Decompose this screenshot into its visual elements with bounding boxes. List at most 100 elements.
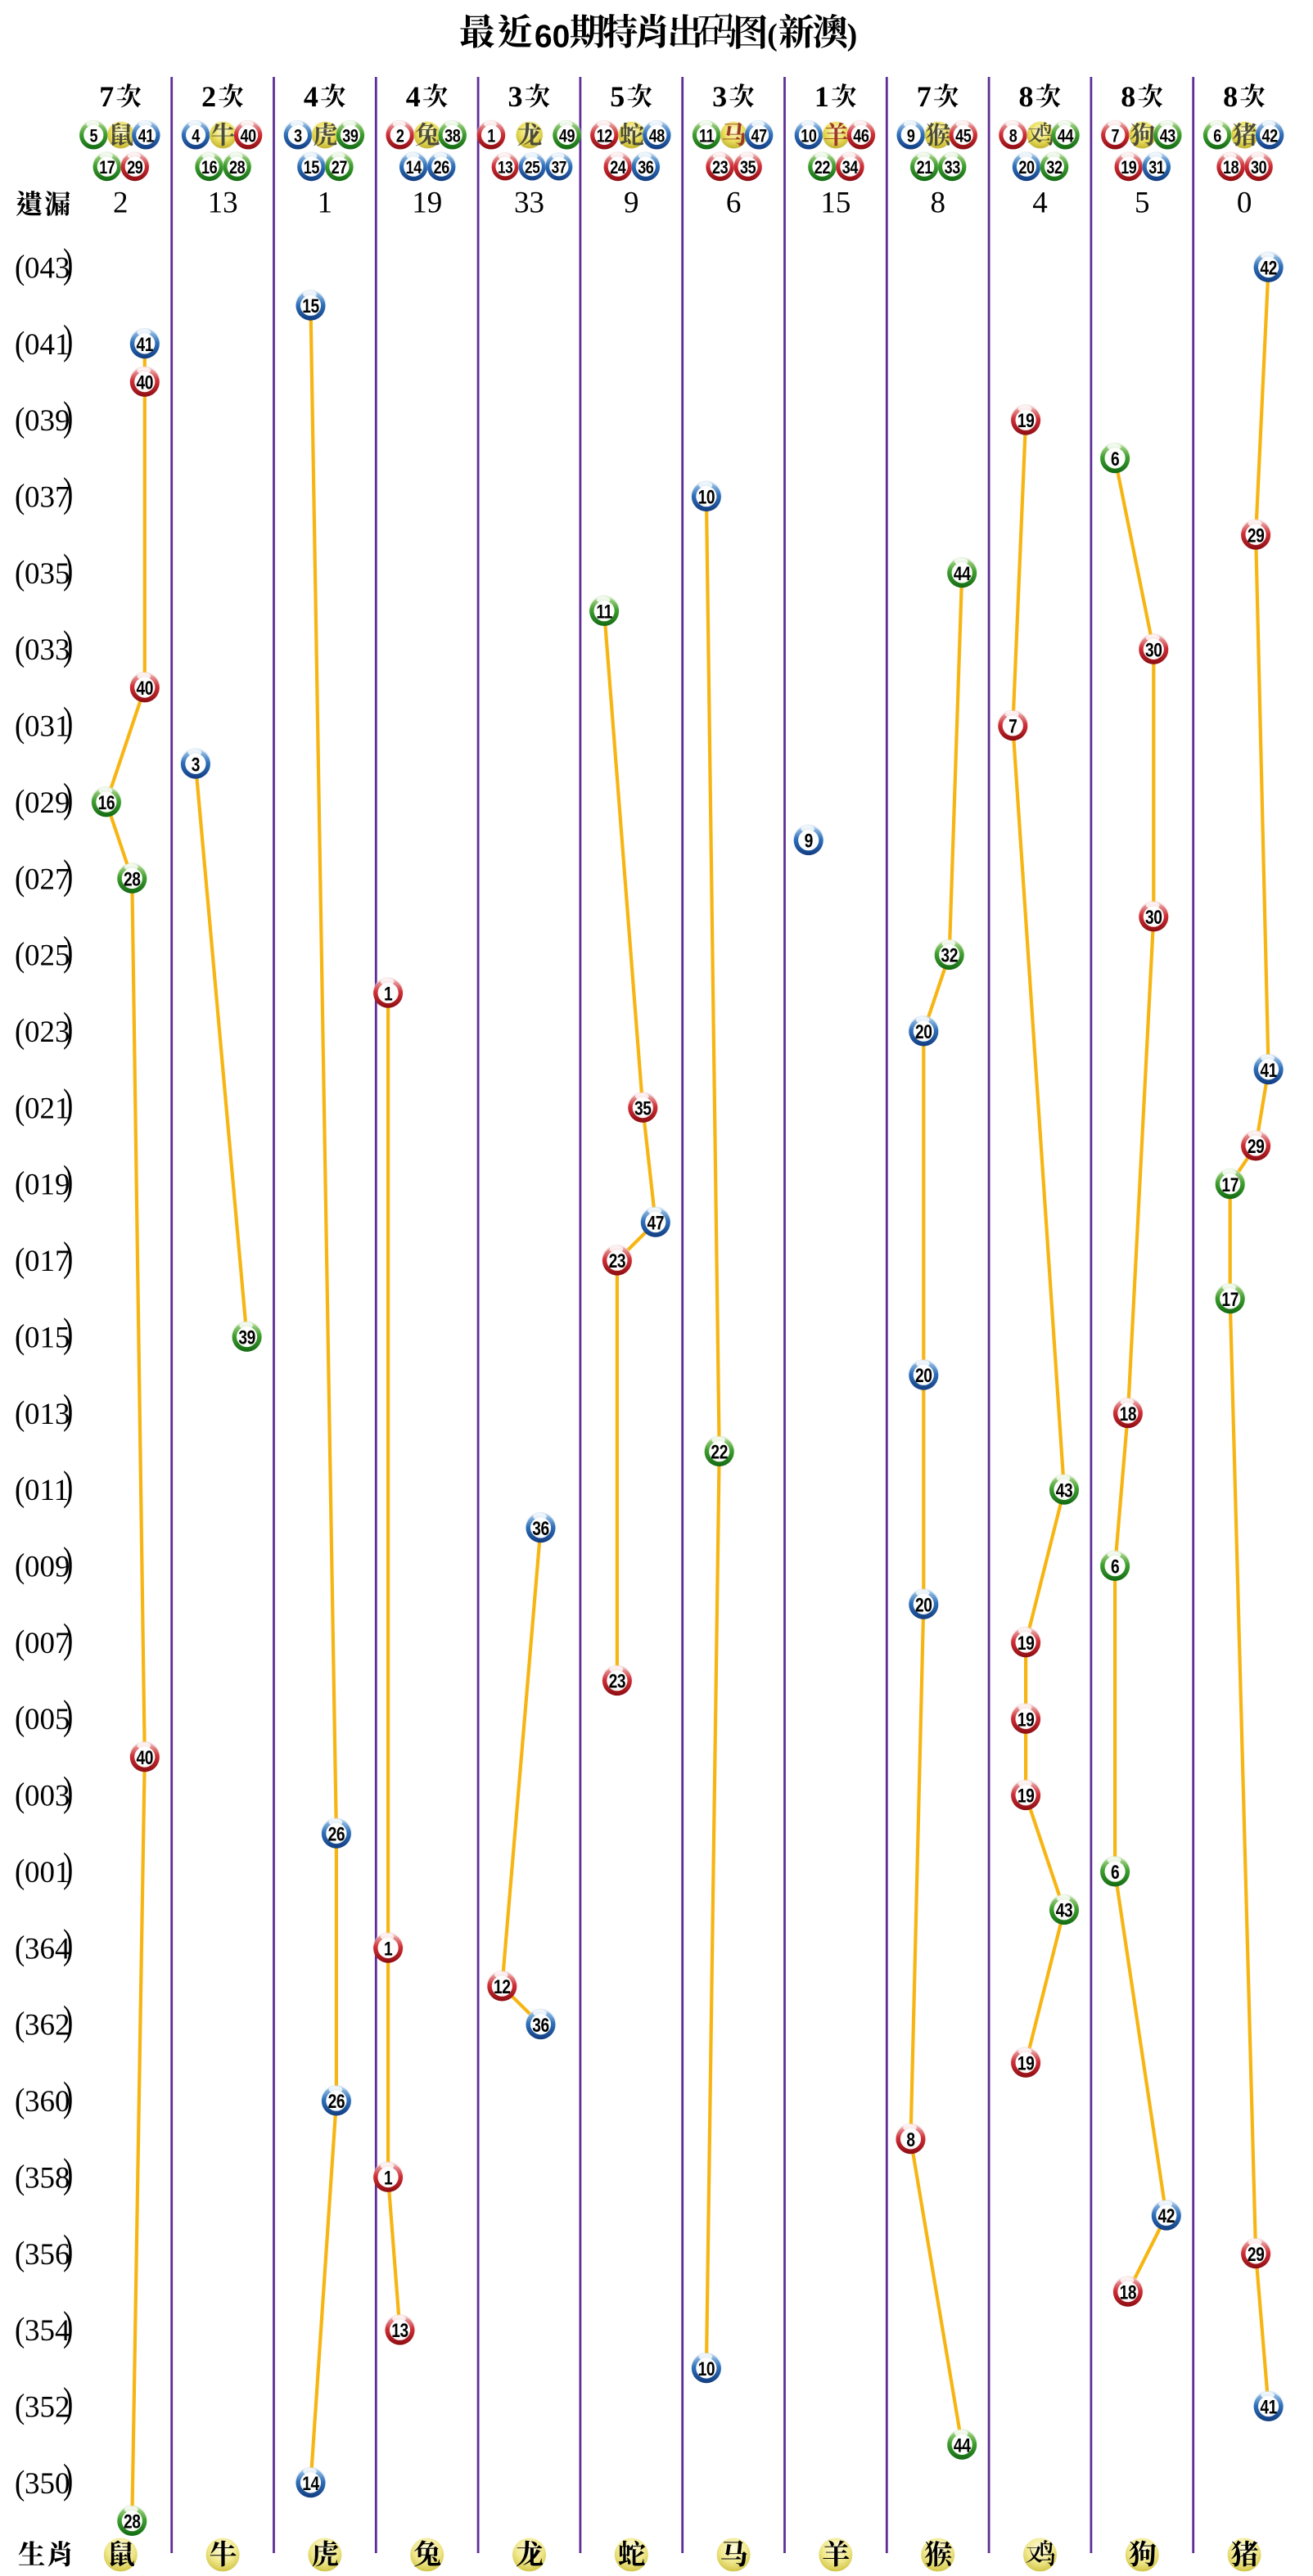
svg-text:24: 24 xyxy=(610,158,626,178)
svg-text:): ) xyxy=(63,240,73,286)
svg-text:5: 5 xyxy=(1135,187,1150,220)
svg-text:10: 10 xyxy=(801,127,816,146)
svg-text:36: 36 xyxy=(638,158,653,178)
svg-text:): ) xyxy=(63,622,73,669)
svg-text:16: 16 xyxy=(98,791,115,814)
svg-text:38: 38 xyxy=(444,127,460,146)
svg-text:): ) xyxy=(63,1921,73,1967)
svg-text:9: 9 xyxy=(907,127,915,146)
svg-text:(: ( xyxy=(15,1088,25,1127)
svg-text:19: 19 xyxy=(1121,158,1136,178)
svg-text:17: 17 xyxy=(1221,1288,1239,1311)
svg-text:1: 1 xyxy=(384,982,393,1005)
svg-text:28: 28 xyxy=(124,867,141,890)
svg-text:8: 8 xyxy=(1019,80,1034,113)
svg-text:8: 8 xyxy=(906,2128,915,2151)
svg-text:41: 41 xyxy=(1260,2396,1277,2419)
svg-text:42: 42 xyxy=(1260,256,1277,279)
svg-text:7: 7 xyxy=(99,80,114,113)
svg-text:40: 40 xyxy=(240,127,255,146)
svg-text:43: 43 xyxy=(1056,1899,1073,1922)
svg-text:): ) xyxy=(63,393,73,439)
svg-text:13: 13 xyxy=(208,187,238,220)
svg-text:31: 31 xyxy=(1148,158,1164,178)
svg-text:4: 4 xyxy=(192,127,201,146)
svg-text:007: 007 xyxy=(25,1627,70,1660)
svg-text:): ) xyxy=(63,1538,73,1585)
svg-text:41: 41 xyxy=(1260,1059,1277,1082)
svg-text:): ) xyxy=(63,2226,73,2272)
svg-text:40: 40 xyxy=(137,1746,154,1769)
svg-text:(: ( xyxy=(15,1547,25,1585)
svg-text:12: 12 xyxy=(494,1975,511,1998)
svg-text:41: 41 xyxy=(138,127,154,146)
svg-text:(: ( xyxy=(15,248,25,286)
svg-text:362: 362 xyxy=(25,2009,70,2042)
svg-text:019: 019 xyxy=(25,1169,70,1202)
svg-text:23: 23 xyxy=(609,1250,626,1272)
svg-text:(: ( xyxy=(15,325,25,363)
svg-text:26: 26 xyxy=(328,1822,345,1845)
svg-text:3: 3 xyxy=(294,127,302,146)
svg-text:(: ( xyxy=(15,859,25,898)
svg-text:6: 6 xyxy=(726,187,742,220)
svg-text:11: 11 xyxy=(596,601,612,624)
svg-text:): ) xyxy=(63,1309,73,1356)
svg-text:): ) xyxy=(63,774,73,821)
svg-text:): ) xyxy=(63,698,73,745)
svg-text:1: 1 xyxy=(318,187,333,220)
svg-text:(: ( xyxy=(15,1394,25,1433)
svg-text:7: 7 xyxy=(1111,127,1119,146)
svg-text:29: 29 xyxy=(1248,2243,1265,2266)
svg-text:009: 009 xyxy=(25,1551,70,1584)
svg-text:021: 021 xyxy=(25,1092,70,1125)
svg-text:37: 37 xyxy=(552,158,566,178)
svg-text:(: ( xyxy=(15,1777,25,1815)
svg-text:35: 35 xyxy=(634,1097,652,1119)
svg-text:39: 39 xyxy=(342,127,358,146)
svg-text:6: 6 xyxy=(1213,127,1221,146)
svg-text:027: 027 xyxy=(25,862,70,896)
svg-text:356: 356 xyxy=(25,2238,70,2272)
svg-text:22: 22 xyxy=(814,158,830,178)
svg-text:005: 005 xyxy=(25,1703,70,1736)
svg-text:34: 34 xyxy=(842,158,859,178)
svg-text:033: 033 xyxy=(25,633,70,667)
svg-text:029: 029 xyxy=(25,786,70,820)
svg-text:36: 36 xyxy=(532,1517,549,1540)
svg-text:30: 30 xyxy=(1145,638,1162,661)
svg-text:1: 1 xyxy=(384,1937,393,1960)
svg-text:19: 19 xyxy=(412,187,442,220)
svg-text:45: 45 xyxy=(955,127,971,146)
svg-text:): ) xyxy=(63,1080,73,1127)
svg-text:(: ( xyxy=(15,2311,25,2349)
svg-text:2: 2 xyxy=(396,127,404,146)
svg-text:16: 16 xyxy=(201,158,217,178)
svg-text:): ) xyxy=(63,316,73,363)
svg-text:29: 29 xyxy=(1248,524,1265,547)
svg-text:358: 358 xyxy=(25,2161,70,2195)
svg-text:11: 11 xyxy=(699,127,714,146)
svg-text:20: 20 xyxy=(915,1593,932,1616)
svg-text:): ) xyxy=(63,1691,73,1738)
svg-text:19: 19 xyxy=(1017,1785,1035,1808)
svg-text:22: 22 xyxy=(711,1441,728,1464)
svg-text:5: 5 xyxy=(89,127,97,146)
svg-text:8: 8 xyxy=(930,187,945,220)
svg-text:41: 41 xyxy=(137,333,154,356)
svg-text:10: 10 xyxy=(698,2358,715,2380)
svg-text:035: 035 xyxy=(25,557,70,591)
svg-text:36: 36 xyxy=(532,2014,549,2037)
svg-text:6: 6 xyxy=(1111,1556,1120,1578)
svg-text:25: 25 xyxy=(525,158,540,178)
svg-text:(: ( xyxy=(15,1624,25,1662)
svg-text:025: 025 xyxy=(25,939,70,973)
svg-text:13: 13 xyxy=(391,2319,408,2342)
svg-text:(: ( xyxy=(15,1241,25,1280)
svg-text:43: 43 xyxy=(1056,1479,1073,1502)
svg-text:013: 013 xyxy=(25,1398,70,1431)
svg-text:33: 33 xyxy=(514,187,544,220)
svg-text:(: ( xyxy=(15,630,25,669)
svg-text:017: 017 xyxy=(25,1245,70,1278)
svg-text:20: 20 xyxy=(1018,158,1034,178)
